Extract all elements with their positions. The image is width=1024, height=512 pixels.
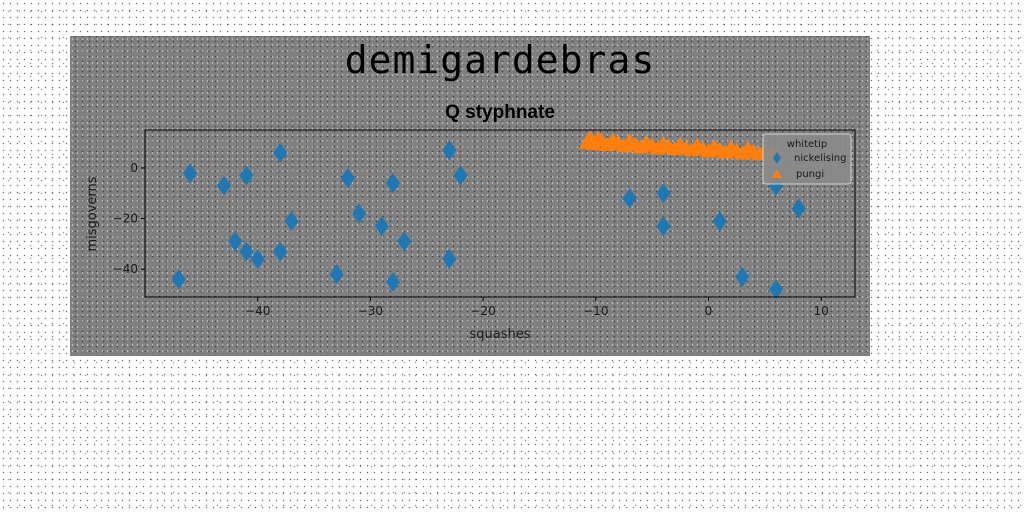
legend: whitetip nickelising pungi — [762, 133, 852, 185]
data-point-nickelising — [735, 266, 750, 287]
legend-marker-nickelising — [773, 152, 781, 164]
y-axis-label: misgoverns — [85, 176, 100, 251]
figure-background: demigardebras Q styphnate −40 −30 −20 −10 0 1… — [70, 36, 870, 356]
data-point-nickelising — [442, 140, 457, 161]
data-point-nickelising — [352, 203, 367, 224]
data-point-nickelising — [712, 211, 727, 232]
data-point-nickelising — [239, 241, 254, 262]
x-tick-label: 10 — [814, 304, 829, 318]
x-tick-label: −10 — [583, 304, 608, 318]
data-point-nickelising — [228, 231, 243, 252]
x-tick-label: 0 — [705, 304, 713, 318]
figure-suptitle: demigardebras — [344, 38, 656, 82]
legend-label-pungi: pungi — [796, 169, 824, 180]
data-point-nickelising — [769, 279, 784, 300]
data-point-nickelising — [622, 188, 637, 209]
legend-label-nickelising: nickelising — [794, 153, 846, 164]
chart-title: Q styphnate — [445, 102, 555, 123]
legend-title: whitetip — [787, 139, 827, 150]
data-point-nickelising — [656, 183, 671, 204]
data-point-nickelising — [239, 165, 254, 186]
y-tick-label: −40 — [113, 262, 138, 276]
data-point-nickelising — [284, 211, 299, 232]
x-tick-label: −20 — [470, 304, 495, 318]
y-tick-label: 0 — [130, 161, 138, 175]
data-point-nickelising — [183, 163, 198, 184]
data-point-nickelising — [340, 168, 355, 189]
x-tick-label: −40 — [245, 304, 270, 318]
plot-area-frame — [144, 129, 856, 298]
data-point-nickelising — [329, 264, 344, 285]
data-point-nickelising — [442, 249, 457, 270]
axis-ticks: −40 −30 −20 −10 0 10 −40 −20 0 — [113, 161, 829, 318]
data-point-nickelising — [250, 249, 265, 270]
data-point-nickelising — [385, 173, 400, 194]
data-point-nickelising — [385, 271, 400, 292]
x-axis-label: squashes — [469, 327, 530, 342]
x-tick-label: −30 — [358, 304, 383, 318]
data-point-nickelising — [216, 175, 231, 196]
data-points — [171, 129, 806, 300]
data-point-nickelising — [273, 241, 288, 262]
data-point-nickelising — [397, 231, 412, 252]
data-point-nickelising — [273, 142, 288, 163]
data-point-nickelising — [453, 165, 468, 186]
data-point-nickelising — [171, 269, 186, 290]
data-point-nickelising — [791, 198, 806, 219]
scatter-chart: −40 −30 −20 −10 0 10 −40 −20 0 squashes misgover… — [85, 129, 856, 342]
data-point-nickelising — [374, 216, 389, 237]
y-tick-label: −20 — [113, 212, 138, 226]
legend-box — [762, 133, 852, 185]
legend-marker-pungi — [772, 169, 782, 178]
data-point-nickelising — [656, 216, 671, 237]
